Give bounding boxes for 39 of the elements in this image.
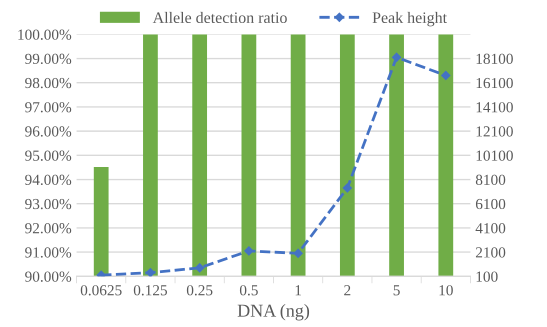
y-tick-label: 94.00% <box>25 174 72 186</box>
y2-tick-label: 100 <box>476 271 498 282</box>
y-tick-label: 100.00% <box>18 29 72 40</box>
point <box>146 268 156 276</box>
y2-tick-label: 18100 <box>476 54 513 64</box>
x-tick-label: 0.0625 <box>80 285 122 296</box>
legend-label: Allele detection ratio <box>152 12 287 24</box>
point <box>293 248 303 258</box>
y-tick-label: 92.00% <box>25 223 72 234</box>
y2-tick-label: 2100 <box>476 247 506 258</box>
point <box>195 263 204 272</box>
point <box>244 246 254 256</box>
y-tick-label: 90.00% <box>25 271 72 282</box>
x-tick-label: 0.125 <box>134 285 168 296</box>
point <box>392 52 402 62</box>
y2-tick-label: 4100 <box>476 223 506 234</box>
x-tick-label: 1 <box>296 285 302 296</box>
y2-tick-label: 14100 <box>476 102 513 112</box>
legend-label: Peak height <box>372 12 447 26</box>
point <box>441 70 450 80</box>
x-tick-label: 10 <box>440 285 453 296</box>
x-axis-title: DNA (ng) <box>238 304 310 320</box>
y2-tick-label: 10100 <box>476 150 513 161</box>
x-tick-label: 0.25 <box>186 285 212 296</box>
y2-tick-label: 8100 <box>476 174 506 185</box>
x-tick-label: 0.5 <box>240 285 258 296</box>
x-tick-label: 2 <box>344 285 350 296</box>
y-tick-label: 95.00% <box>25 150 72 161</box>
y-tick-label: 97.00% <box>25 102 72 112</box>
y-tick-label: 98.00% <box>25 78 72 88</box>
x-tick-label: 5 <box>394 285 400 296</box>
y2-tick-label: 6100 <box>476 198 506 210</box>
y2-tick-label: 12100 <box>476 126 513 137</box>
y-tick-label: 93.00% <box>25 198 72 210</box>
point <box>342 183 352 193</box>
y-tick-label: 99.00% <box>25 54 72 64</box>
y2-tick-label: 16100 <box>476 78 513 88</box>
y-tick-label: 91.00% <box>25 247 72 258</box>
y-tick-label: 96.00% <box>25 126 72 137</box>
